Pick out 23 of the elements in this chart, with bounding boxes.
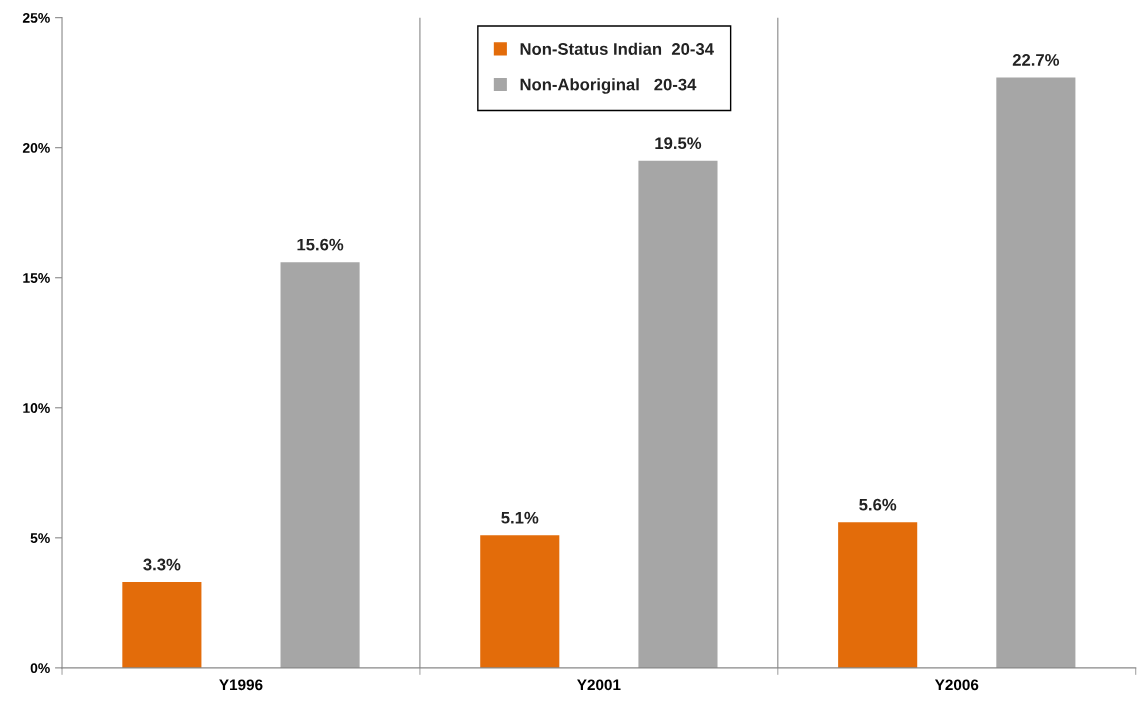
x-tick-label: Y2006 — [934, 679, 979, 691]
y-tick-label: 20% — [22, 143, 50, 153]
data-label: 5.1% — [501, 511, 539, 524]
y-tick-label: 15% — [23, 273, 50, 283]
bar — [280, 262, 360, 668]
bar — [838, 522, 918, 668]
bar — [638, 160, 718, 668]
x-tick-label: Y2001 — [577, 679, 621, 691]
data-label: 15.6% — [297, 238, 344, 251]
data-label: 3.3% — [143, 558, 181, 571]
y-tick-label: 10% — [23, 403, 50, 413]
bar — [122, 582, 202, 668]
legend-label: Non-Status Indian 20-34 — [520, 42, 714, 55]
x-tick-label: Y1996 — [219, 679, 263, 691]
y-tick-label: 5% — [30, 533, 50, 543]
bar — [996, 77, 1076, 668]
legend-label: Non-Aboriginal 20-34 — [520, 78, 697, 94]
data-label: 5.6% — [859, 498, 897, 511]
bar — [480, 535, 560, 668]
data-label: 22.7% — [1012, 54, 1060, 66]
y-tick-label: 0% — [30, 663, 50, 674]
data-label: 19.5% — [655, 137, 702, 150]
y-tick-label: 25% — [22, 12, 50, 23]
